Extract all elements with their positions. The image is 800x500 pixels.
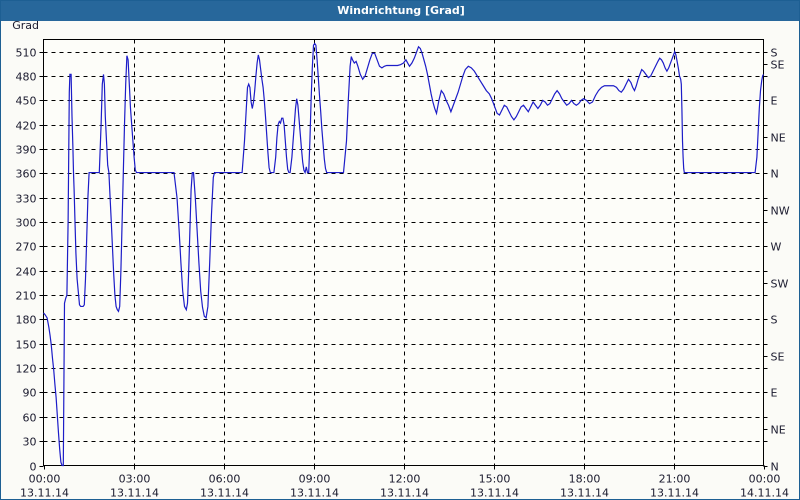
data-series-line [43,42,765,467]
x-axis: 00:0013.11.1403:0013.11.1406:0013.11.140… [20,465,789,500]
y-axis-left-tick-label: 330 [16,193,37,206]
y-axis-left-tick-label: 510 [16,47,37,60]
y-axis-right-tick-label: SE [771,351,785,364]
x-axis-tick-label-time: 00:00 [749,473,781,486]
x-axis-tick-label-date: 13.11.14 [20,487,69,500]
grid-lines [43,39,764,466]
x-axis-tick-label-time: 03:00 [119,473,151,486]
y-axis-right-tick-label: S [771,314,778,327]
y-axis-left-tick-label: 150 [16,339,37,352]
x-axis-tick-label-time: 06:00 [209,473,241,486]
window-title-bar: Windrichtung [Grad] [1,1,799,21]
y-axis-right-tick-label: W [771,241,782,254]
y-axis-left-tick-label: 270 [16,241,37,254]
y-axis-right-tick-label: NE [771,424,786,437]
y-axis-right-tick-label: SW [771,278,789,291]
y-axis-left-tick-label: 450 [16,95,37,108]
y-axis-left-tick-label: 120 [16,363,37,376]
x-axis-tick-label-time: 12:00 [389,473,421,486]
y-axis-left: 0 30 60 90 120 150 180 210 240 270 300 330 360 390 420… [16,47,44,474]
y-axis-left-tick-label: 240 [16,266,37,279]
y-axis-left-tick-label: 30 [23,436,37,449]
x-axis-tick-label-date: 13.11.14 [560,487,609,500]
x-axis-tick-label-date: 13.11.14 [380,487,429,500]
y-axis-left-tick-label: 60 [23,412,37,425]
y-axis-right-tick-label: NE [771,132,786,145]
y-axis-unit-label: Grad [12,21,39,32]
plot-frame [43,39,764,466]
y-axis-right-tick-label: SE [771,59,785,72]
chart-plot-area: 0 30 60 90 120 150 180 210 240 270 300 330 360 390 420… [1,21,799,499]
y-axis-left-tick-label: 0 [30,461,37,474]
title-bar-inner: Windrichtung [Grad] [1,1,799,21]
y-axis-right-tick-label: NW [771,205,790,218]
x-axis-tick-label-time: 09:00 [299,473,331,486]
y-axis-right-tick-label: E [771,95,778,108]
x-axis-tick-label-date: 13.11.14 [290,487,339,500]
y-axis-left-tick-label: 300 [16,217,37,230]
y-axis-right-tick-label: S [771,47,778,60]
y-axis-left-tick-label: 420 [16,120,37,133]
data-series-group [43,42,765,467]
y-axis-left-tick-label: 210 [16,290,37,303]
y-axis-right-tick-label: N [771,168,779,181]
x-axis-tick-label-date: 13.11.14 [110,487,159,500]
y-axis-left-tick-label: 480 [16,71,37,84]
x-axis-tick-label-time: 15:00 [479,473,511,486]
y-axis-left-tick-label: 390 [16,144,37,157]
y-axis-left-tick-label: 90 [23,387,37,400]
wind-direction-line-chart: 0 30 60 90 120 150 180 210 240 270 300 330 360 390 420… [12,21,790,500]
x-axis-tick-label-date: 13.11.14 [200,487,249,500]
x-axis-tick-label-date: 13.11.14 [470,487,519,500]
x-axis-tick-label-date: 14.11.14 [740,487,789,500]
page-title: Windrichtung [Grad] [337,4,465,17]
x-axis-tick-label-time: 00:00 [29,473,61,486]
x-axis-tick-label-time: 18:00 [569,473,601,486]
y-axis-left-tick-label: 180 [16,314,37,327]
x-axis-tick-label-date: 13.11.14 [650,487,699,500]
y-axis-right-tick-label: E [771,387,778,400]
x-axis-tick-label-time: 21:00 [659,473,691,486]
y-axis-left-tick-label: 360 [16,168,37,181]
y-axis-right-tick-label: N [771,461,779,474]
